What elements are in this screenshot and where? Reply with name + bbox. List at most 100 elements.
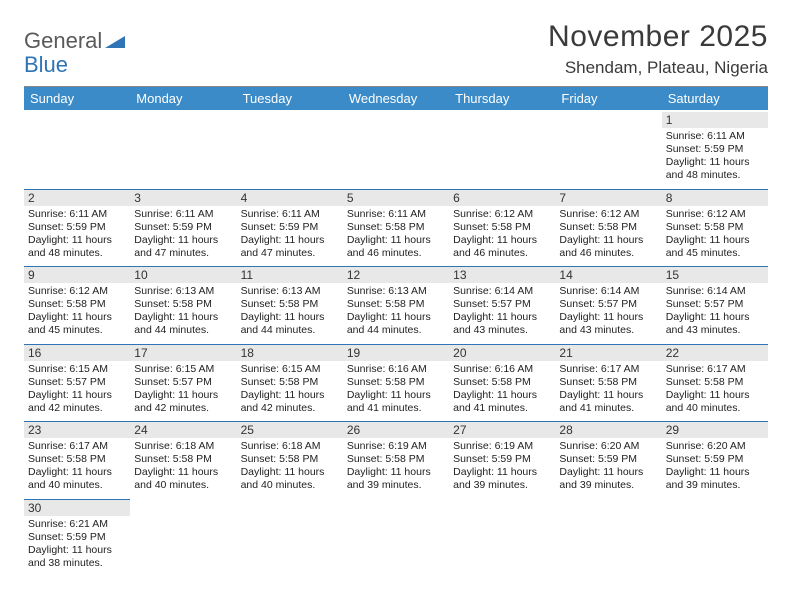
brand-general: General xyxy=(24,28,102,54)
day-number: 5 xyxy=(343,189,449,206)
calendar-cell: 11Sunrise: 6:13 AMSunset: 5:58 PMDayligh… xyxy=(237,264,343,342)
day-number xyxy=(237,499,343,502)
day-number xyxy=(449,112,555,114)
calendar-cell: 15Sunrise: 6:14 AMSunset: 5:57 PMDayligh… xyxy=(662,264,768,342)
day-number: 23 xyxy=(24,421,130,438)
sunrise-text: Sunrise: 6:13 AM xyxy=(241,285,339,298)
calendar-cell-empty xyxy=(237,110,343,187)
sunrise-text: Sunrise: 6:11 AM xyxy=(666,130,764,143)
sunrise-text: Sunrise: 6:11 AM xyxy=(347,208,445,221)
day-number: 26 xyxy=(343,421,449,438)
daylight-text: Daylight: 11 hours and 39 minutes. xyxy=(453,466,551,492)
sunrise-text: Sunrise: 6:14 AM xyxy=(559,285,657,298)
day-number xyxy=(237,112,343,114)
day-number: 22 xyxy=(662,344,768,361)
weekday-tuesday: Tuesday xyxy=(237,87,343,110)
calendar-cell-empty xyxy=(130,110,236,187)
day-info: Sunrise: 6:17 AMSunset: 5:58 PMDaylight:… xyxy=(666,363,764,416)
daylight-text: Daylight: 11 hours and 40 minutes. xyxy=(241,466,339,492)
daylight-text: Daylight: 11 hours and 47 minutes. xyxy=(134,234,232,260)
daylight-text: Daylight: 11 hours and 41 minutes. xyxy=(453,389,551,415)
sunset-text: Sunset: 5:59 PM xyxy=(28,221,126,234)
day-number: 12 xyxy=(343,266,449,283)
day-number xyxy=(130,112,236,114)
sunset-text: Sunset: 5:57 PM xyxy=(666,298,764,311)
daylight-text: Daylight: 11 hours and 48 minutes. xyxy=(666,156,764,182)
sunrise-text: Sunrise: 6:11 AM xyxy=(241,208,339,221)
sunrise-text: Sunrise: 6:12 AM xyxy=(28,285,126,298)
calendar-cell: 5Sunrise: 6:11 AMSunset: 5:58 PMDaylight… xyxy=(343,187,449,265)
day-info: Sunrise: 6:12 AMSunset: 5:58 PMDaylight:… xyxy=(28,285,126,338)
calendar-cell: 1 Sunrise: 6:11 AMSunset: 5:59 PMDaylight… xyxy=(662,110,768,187)
day-info: Sunrise: 6:20 AMSunset: 5:59 PMDaylight:… xyxy=(559,440,657,493)
day-info: Sunrise: 6:17 AMSunset: 5:58 PMDaylight:… xyxy=(559,363,657,416)
calendar-cell: 22 Sunrise: 6:17 AMSunset: 5:58 PMDayligh… xyxy=(662,342,768,420)
calendar-cell: 23 Sunrise: 6:17 AMSunset: 5:58 PMDayligh… xyxy=(24,419,130,497)
sunset-text: Sunset: 5:59 PM xyxy=(28,531,126,544)
daylight-text: Daylight: 11 hours and 42 minutes. xyxy=(241,389,339,415)
calendar-cell: 13Sunrise: 6:14 AMSunset: 5:57 PMDayligh… xyxy=(449,264,555,342)
sunset-text: Sunset: 5:58 PM xyxy=(347,453,445,466)
daylight-text: Daylight: 11 hours and 46 minutes. xyxy=(559,234,657,260)
calendar-cell: 20Sunrise: 6:16 AMSunset: 5:58 PMDayligh… xyxy=(449,342,555,420)
sunset-text: Sunset: 5:59 PM xyxy=(134,221,232,234)
daylight-text: Daylight: 11 hours and 41 minutes. xyxy=(347,389,445,415)
brand-blue: Blue xyxy=(24,52,68,78)
weekday-header: Sunday Monday Tuesday Wednesday Thursday… xyxy=(24,87,768,110)
calendar-cell: 12Sunrise: 6:13 AMSunset: 5:58 PMDayligh… xyxy=(343,264,449,342)
title-block: November 2025 Shendam, Plateau, Nigeria xyxy=(548,20,768,78)
daylight-text: Daylight: 11 hours and 44 minutes. xyxy=(241,311,339,337)
day-number: 17 xyxy=(130,344,236,361)
sunrise-text: Sunrise: 6:11 AM xyxy=(28,208,126,221)
day-info: Sunrise: 6:15 AMSunset: 5:57 PMDaylight:… xyxy=(28,363,126,416)
day-info: Sunrise: 6:11 AMSunset: 5:59 PMDaylight:… xyxy=(134,208,232,261)
day-number xyxy=(343,112,449,114)
sunrise-text: Sunrise: 6:20 AM xyxy=(559,440,657,453)
day-number: 14 xyxy=(555,266,661,283)
day-number: 6 xyxy=(449,189,555,206)
sunrise-text: Sunrise: 6:12 AM xyxy=(559,208,657,221)
daylight-text: Daylight: 11 hours and 46 minutes. xyxy=(347,234,445,260)
calendar-cell: 7 Sunrise: 6:12 AMSunset: 5:58 PMDaylight… xyxy=(555,187,661,265)
sunrise-text: Sunrise: 6:19 AM xyxy=(347,440,445,453)
daylight-text: Daylight: 11 hours and 45 minutes. xyxy=(666,234,764,260)
sunrise-text: Sunrise: 6:13 AM xyxy=(347,285,445,298)
day-info: Sunrise: 6:13 AMSunset: 5:58 PMDaylight:… xyxy=(134,285,232,338)
sunrise-text: Sunrise: 6:15 AM xyxy=(241,363,339,376)
day-info: Sunrise: 6:17 AMSunset: 5:58 PMDaylight:… xyxy=(28,440,126,493)
sunrise-text: Sunrise: 6:21 AM xyxy=(28,518,126,531)
daylight-text: Daylight: 11 hours and 43 minutes. xyxy=(666,311,764,337)
sunrise-text: Sunrise: 6:19 AM xyxy=(453,440,551,453)
calendar-page: General November 2025 Shendam, Plateau, … xyxy=(0,0,792,612)
day-info: Sunrise: 6:16 AMSunset: 5:58 PMDaylight:… xyxy=(347,363,445,416)
day-number: 2 xyxy=(24,189,130,206)
sunrise-text: Sunrise: 6:13 AM xyxy=(134,285,232,298)
day-number: 29 xyxy=(662,421,768,438)
day-info: Sunrise: 6:11 AMSunset: 5:59 PMDaylight:… xyxy=(666,130,764,183)
day-number: 8 xyxy=(662,189,768,206)
day-info: Sunrise: 6:14 AMSunset: 5:57 PMDaylight:… xyxy=(666,285,764,338)
day-number: 4 xyxy=(237,189,343,206)
sunrise-text: Sunrise: 6:18 AM xyxy=(134,440,232,453)
day-number: 7 xyxy=(555,189,661,206)
sunrise-text: Sunrise: 6:20 AM xyxy=(666,440,764,453)
daylight-text: Daylight: 11 hours and 39 minutes. xyxy=(347,466,445,492)
sunset-text: Sunset: 5:58 PM xyxy=(559,376,657,389)
sunset-text: Sunset: 5:58 PM xyxy=(559,221,657,234)
day-number: 28 xyxy=(555,421,661,438)
day-number: 1 xyxy=(662,112,768,128)
day-info: Sunrise: 6:15 AMSunset: 5:57 PMDaylight:… xyxy=(134,363,232,416)
sunrise-text: Sunrise: 6:16 AM xyxy=(347,363,445,376)
day-number: 19 xyxy=(343,344,449,361)
calendar-cell-empty xyxy=(449,497,555,575)
calendar-cell-empty xyxy=(555,110,661,187)
day-number xyxy=(662,499,768,502)
sunset-text: Sunset: 5:59 PM xyxy=(559,453,657,466)
calendar-cell: 18Sunrise: 6:15 AMSunset: 5:58 PMDayligh… xyxy=(237,342,343,420)
sunset-text: Sunset: 5:58 PM xyxy=(134,453,232,466)
daylight-text: Daylight: 11 hours and 38 minutes. xyxy=(28,544,126,570)
day-info: Sunrise: 6:12 AMSunset: 5:58 PMDaylight:… xyxy=(559,208,657,261)
calendar-cell: 25Sunrise: 6:18 AMSunset: 5:58 PMDayligh… xyxy=(237,419,343,497)
day-number: 11 xyxy=(237,266,343,283)
daylight-text: Daylight: 11 hours and 40 minutes. xyxy=(666,389,764,415)
